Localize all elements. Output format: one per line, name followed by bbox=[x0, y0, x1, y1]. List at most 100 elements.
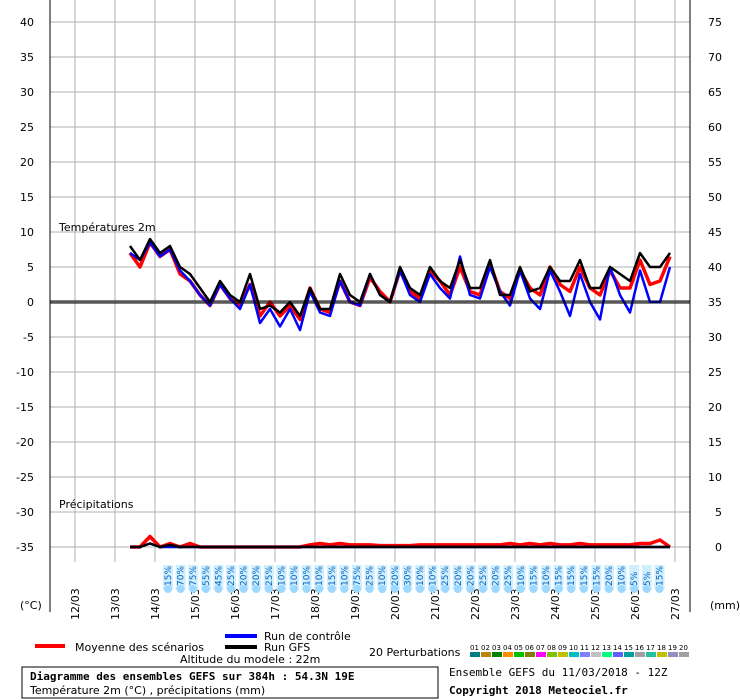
perturbation-swatch bbox=[668, 652, 678, 657]
x-tick-label: 27/03 bbox=[669, 588, 682, 620]
left-tick-label: 15 bbox=[20, 191, 34, 204]
probability-label: 25% bbox=[441, 566, 451, 586]
legend-control-label: Run de contrôle bbox=[264, 630, 351, 643]
perturbation-id: 05 bbox=[514, 644, 523, 652]
panel-temp-label: Températures 2m bbox=[58, 221, 156, 234]
left-tick-label: 20 bbox=[20, 156, 34, 169]
probability-cell bbox=[163, 565, 173, 590]
right-tick-label: 15 bbox=[708, 436, 722, 449]
probability-label: 20% bbox=[605, 566, 615, 586]
perturbation-id: 08 bbox=[547, 644, 556, 652]
perturbation-swatch bbox=[602, 652, 612, 657]
perturbation-id: 07 bbox=[536, 644, 545, 652]
perturbation-id: 11 bbox=[580, 644, 589, 652]
legend-gfs-swatch bbox=[225, 645, 257, 649]
probability-label: 70% bbox=[177, 566, 187, 586]
perturbation-id: 06 bbox=[525, 644, 534, 652]
series-mean-temp bbox=[128, 240, 672, 322]
probability-cell bbox=[566, 565, 577, 590]
perturbation-swatch bbox=[635, 652, 645, 657]
left-tick-label: -30 bbox=[16, 506, 34, 519]
x-tick-label: 19/03 bbox=[349, 588, 362, 620]
perturbation-swatch bbox=[591, 652, 601, 657]
probability-dot bbox=[390, 585, 399, 593]
perturbation-swatch bbox=[569, 652, 579, 657]
probability-label: 15% bbox=[655, 566, 665, 586]
perturbation-swatch bbox=[657, 652, 667, 657]
probability-cell bbox=[364, 565, 375, 590]
panel-precip-label: Précipitations bbox=[59, 498, 134, 511]
x-tick-label: 21/03 bbox=[429, 588, 442, 620]
probability-cell bbox=[654, 565, 665, 590]
probability-cell bbox=[238, 565, 249, 590]
probability-dot bbox=[239, 585, 248, 593]
x-tick-label: 13/03 bbox=[109, 588, 122, 620]
probability-dot bbox=[529, 585, 538, 593]
probability-label: 25% bbox=[504, 566, 514, 586]
probability-dot bbox=[403, 585, 412, 593]
right-tick-label: 60 bbox=[708, 121, 722, 134]
legend-mean-swatch bbox=[35, 644, 65, 648]
x-tick-label: 25/03 bbox=[589, 588, 602, 620]
probability-cell bbox=[427, 565, 438, 590]
probability-dot bbox=[542, 585, 550, 593]
right-tick-label: 50 bbox=[708, 191, 722, 204]
right-tick-label: 5 bbox=[715, 506, 722, 519]
probability-label: 10% bbox=[340, 566, 350, 586]
x-tick-label: 22/03 bbox=[469, 588, 482, 620]
precip-probability-strip: 15% 70% 75% 55% 45% 25% 20% 20% 25% 10% 10% 10% 10% 1… bbox=[163, 565, 665, 593]
perturbation-swatch bbox=[613, 652, 623, 657]
probability-label: 20% bbox=[240, 566, 250, 586]
left-tick-label: -20 bbox=[16, 436, 34, 449]
probability-label: 15% bbox=[580, 566, 590, 586]
probability-label: 45% bbox=[214, 566, 224, 586]
probability-label: 30% bbox=[403, 566, 413, 586]
probability-dot bbox=[655, 585, 664, 593]
x-tick-label: 16/03 bbox=[229, 588, 242, 620]
legend-mean-label: Moyenne des scénarios bbox=[75, 641, 204, 654]
probability-label: 75% bbox=[189, 566, 199, 586]
probability-dot bbox=[264, 585, 273, 593]
perturbation-id: 16 bbox=[635, 644, 644, 652]
perturbation-swatch bbox=[514, 652, 524, 657]
probability-dot bbox=[365, 585, 374, 593]
probability-label: 15% bbox=[328, 566, 338, 586]
probability-dot bbox=[327, 585, 336, 593]
copyright-label: Copyright 2018 Meteociel.fr bbox=[449, 684, 628, 697]
probability-dot bbox=[302, 585, 311, 593]
probability-dot bbox=[416, 585, 424, 593]
x-tick-label: 17/03 bbox=[269, 588, 282, 620]
probability-cell bbox=[515, 565, 526, 590]
probability-cell bbox=[276, 565, 287, 590]
probability-label: 25% bbox=[366, 566, 376, 586]
probability-cell bbox=[226, 565, 236, 590]
probability-label: 15% bbox=[164, 566, 174, 586]
ensemble-run-label: Ensemble GEFS du 11/03/2018 - 12Z bbox=[449, 666, 668, 679]
right-axis-unit: (mm) bbox=[710, 599, 740, 612]
probability-dot bbox=[441, 585, 450, 593]
perturbation-id: 15 bbox=[624, 644, 633, 652]
probability-dot bbox=[554, 585, 563, 593]
probability-dot bbox=[227, 585, 235, 593]
probability-label: 10% bbox=[303, 566, 313, 586]
left-axis-unit: (°C) bbox=[20, 599, 42, 612]
perturbation-id: 10 bbox=[569, 644, 578, 652]
probability-cell bbox=[352, 565, 362, 590]
perturbation-id: 03 bbox=[492, 644, 501, 652]
perturbation-id: 17 bbox=[646, 644, 655, 652]
chart-title: Diagramme des ensembles GEFS sur 384h : … bbox=[30, 670, 355, 683]
perturbation-swatch bbox=[525, 652, 535, 657]
perturbation-id: 12 bbox=[591, 644, 600, 652]
right-tick-label: 70 bbox=[708, 51, 722, 64]
right-tick-label: 30 bbox=[708, 331, 722, 344]
series-gfs-temp bbox=[128, 237, 672, 318]
probability-label: 15% bbox=[567, 566, 577, 586]
x-tick-label: 24/03 bbox=[549, 588, 562, 620]
probability-cell bbox=[415, 565, 425, 590]
probability-label: 20% bbox=[454, 566, 464, 586]
right-tick-label: 35 bbox=[708, 296, 722, 309]
probability-label: 10% bbox=[618, 566, 628, 586]
probability-cell bbox=[263, 565, 274, 590]
probability-cell bbox=[490, 565, 501, 590]
